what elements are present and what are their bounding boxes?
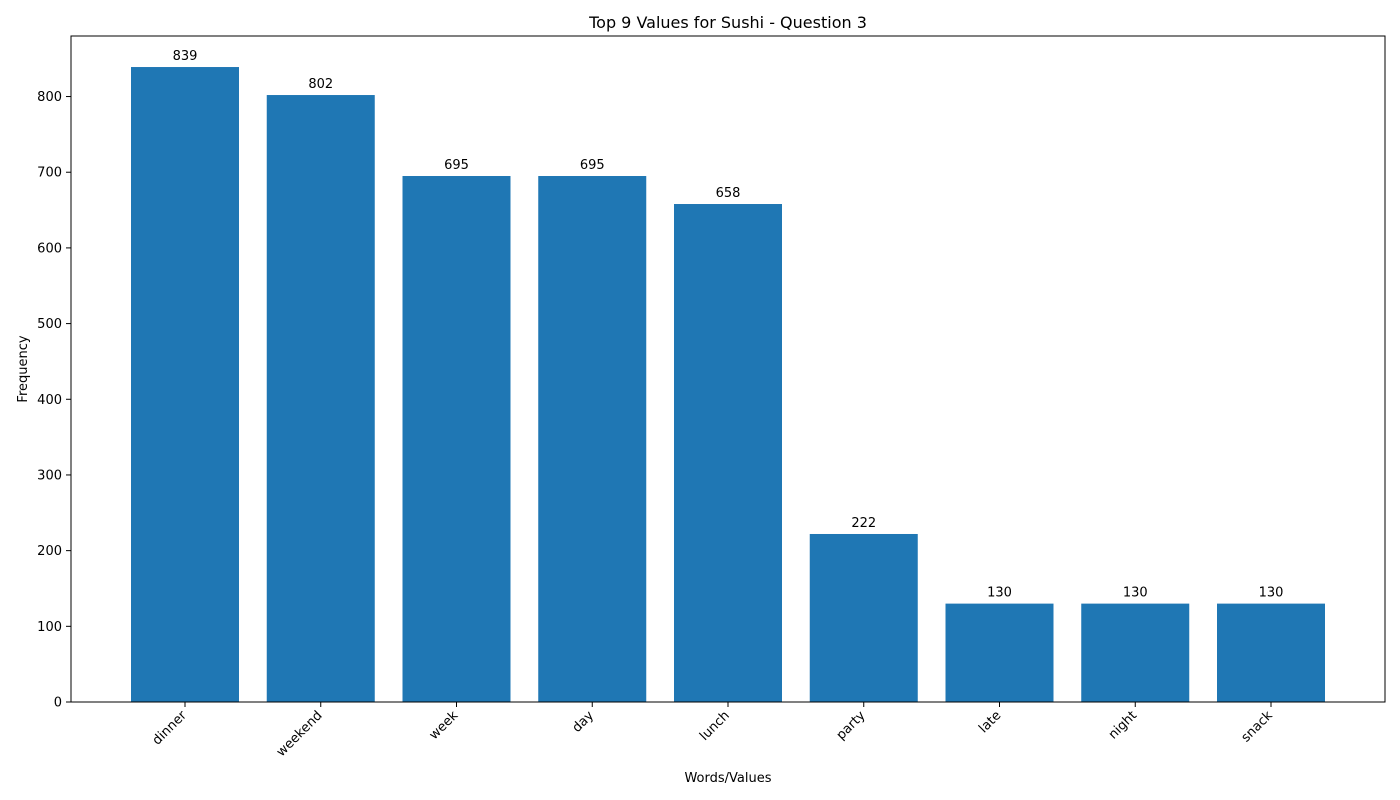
x-tick-label-snack: snack — [1239, 708, 1277, 746]
x-tick-label-night: night — [1106, 708, 1140, 742]
y-tick-label: 500 — [37, 317, 62, 332]
y-tick-label: 100 — [37, 620, 62, 635]
y-tick-label: 600 — [37, 241, 62, 256]
data-label-lunch: 658 — [716, 186, 741, 201]
plot-area: 0 100 200 300 400 500 600 700 800 839 dinner 802 wee… — [37, 49, 1325, 760]
data-label-night: 130 — [1123, 586, 1148, 601]
data-label-party: 222 — [851, 516, 876, 531]
bar-party — [809, 533, 918, 702]
bar-snack — [1217, 603, 1325, 702]
bar-late — [945, 603, 1054, 702]
bar-weekend — [266, 95, 375, 703]
data-label-late: 130 — [987, 586, 1012, 601]
y-tick-label: 300 — [37, 468, 62, 483]
bar-lunch — [674, 204, 782, 702]
x-tick-label-weekend: weekend — [274, 708, 326, 760]
x-tick-label-day: day — [570, 708, 598, 736]
x-tick-label-dinner: dinner — [150, 708, 191, 749]
x-tick-label-lunch: lunch — [697, 708, 733, 744]
y-axis-title: Frequency — [16, 335, 31, 402]
data-label-week: 695 — [444, 158, 469, 173]
bar-day — [538, 176, 647, 703]
y-tick-label: 400 — [37, 393, 62, 408]
bar-night — [1081, 603, 1190, 702]
x-axis-title: Words/Values — [684, 771, 771, 786]
data-label-dinner: 839 — [173, 49, 198, 64]
x-tick-label-week: week — [427, 708, 462, 743]
bar-dinner — [131, 67, 239, 703]
y-tick-label: 800 — [37, 90, 62, 105]
data-label-snack: 130 — [1259, 586, 1284, 601]
data-label-weekend: 802 — [308, 77, 333, 92]
y-tick-label: 200 — [37, 544, 62, 559]
x-tick-label-party: party — [834, 708, 869, 743]
data-label-day: 695 — [580, 158, 605, 173]
chart-title: Top 9 Values for Sushi - Question 3 — [588, 13, 867, 32]
plot-frame — [70, 35, 1386, 703]
x-tick-label-late: late — [976, 708, 1004, 736]
y-tick-label: 700 — [37, 166, 62, 181]
bar-week — [402, 176, 511, 703]
y-tick-label: 0 — [54, 696, 62, 711]
